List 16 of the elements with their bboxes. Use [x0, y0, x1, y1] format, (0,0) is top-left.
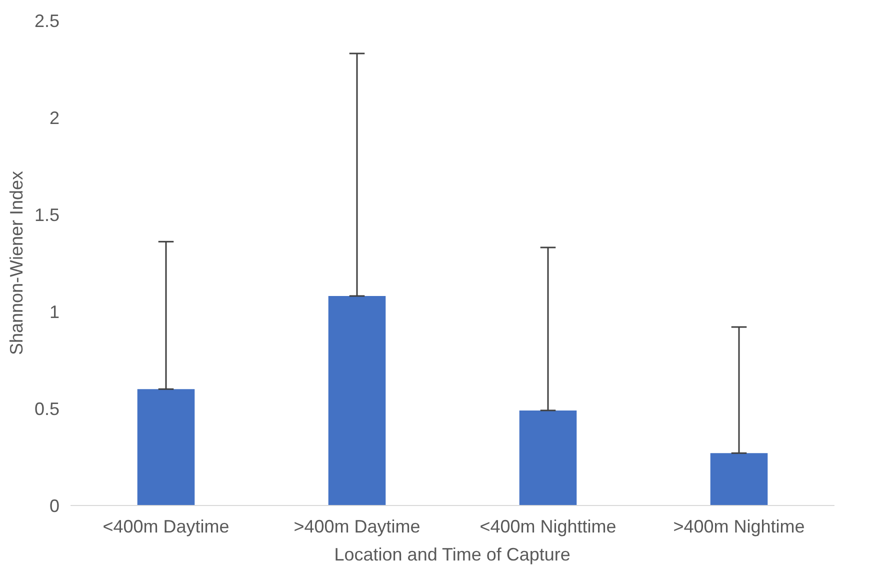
y-tick-label: 0.5: [34, 399, 60, 419]
y-tick-label: 1: [49, 302, 60, 322]
y-tick-label: 0: [49, 496, 60, 516]
y-tick-label: 1.5: [34, 205, 60, 225]
y-tick-label: 2.5: [34, 11, 60, 31]
y-axis-title: Shannon-Wiener Index: [6, 170, 26, 356]
bar: [328, 296, 386, 506]
x-axis-title: Location and Time of Capture: [334, 544, 570, 564]
bar: [137, 389, 195, 506]
x-tick-label: <400m Nighttime: [480, 516, 616, 536]
x-tick-label: >400m Daytime: [294, 516, 420, 536]
y-tick-label: 2: [49, 108, 60, 128]
bar: [710, 453, 768, 506]
x-tick-label: <400m Daytime: [102, 516, 230, 536]
x-tick-label: >400m Nightime: [673, 516, 805, 536]
bar: [519, 410, 577, 506]
